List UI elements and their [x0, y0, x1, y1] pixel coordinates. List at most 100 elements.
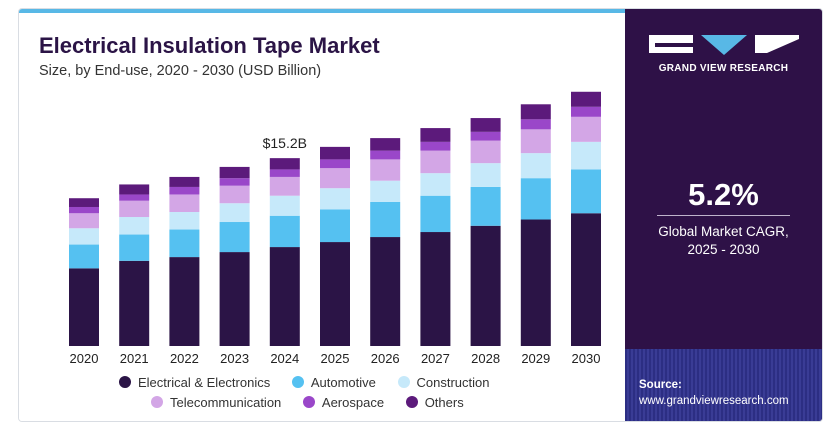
- bar-segment-2029-automotive: [520, 178, 551, 220]
- bar-segment-2028-aerospace: [470, 131, 501, 141]
- bar-segment-2023-electrical-electronics: [219, 252, 250, 346]
- bar-segment-2025-telecommunication: [320, 168, 350, 189]
- bar-segment-2023-others: [219, 166, 250, 179]
- bar-segment-2021-others: [119, 184, 150, 195]
- bar-segment-2022-telecommunication: [169, 194, 200, 212]
- legend-label: Construction: [416, 375, 490, 390]
- accent-bar: [19, 9, 625, 13]
- bar-segment-2020-construction: [69, 228, 99, 245]
- bar-segment-2023-telecommunication: [219, 185, 250, 204]
- legend-swatch: [397, 376, 410, 388]
- legend-item-telecommunication: Telecommunication: [151, 395, 281, 410]
- stacked-bar-chart: 2020 2021 2022 2023 2024 $15.2B 2025 2026 2027 20…: [69, 91, 601, 366]
- source-url: www.grandviewresearch.com: [639, 395, 789, 407]
- legend-swatch: [302, 396, 315, 408]
- bar-segment-2028-automotive: [470, 186, 501, 226]
- bar-segment-2026-construction: [370, 180, 401, 202]
- x-tick-label: 2024: [270, 351, 299, 366]
- bar-segment-2027-electrical-electronics: [420, 232, 451, 346]
- bar-segment-2030-construction: [571, 141, 601, 170]
- bar-segment-2021-aerospace: [119, 194, 150, 201]
- chart-card: Electrical Insulation Tape Market Size, …: [18, 8, 823, 422]
- chart-panel: Electrical Insulation Tape Market Size, …: [19, 13, 625, 421]
- bar-segment-2026-automotive: [370, 201, 401, 238]
- bar-segment-2030-others: [571, 91, 601, 107]
- bar-segment-2025-aerospace: [320, 159, 350, 169]
- bar-segment-2026-electrical-electronics: [370, 237, 401, 346]
- legend-label: Automotive: [310, 375, 376, 390]
- bar-segment-2030-aerospace: [571, 106, 601, 117]
- bar-segment-2030-electrical-electronics: [571, 213, 601, 346]
- bar-segment-2020-automotive: [69, 244, 99, 269]
- bar-segment-2023-automotive: [219, 222, 250, 253]
- bar-segment-2022-others: [169, 176, 200, 187]
- cagr-value: 5.2%: [688, 177, 759, 212]
- x-tick-label: 2027: [421, 351, 450, 366]
- bar-segment-2028-telecommunication: [470, 140, 501, 164]
- x-tick-label: 2030: [572, 351, 601, 366]
- bar-segment-2027-automotive: [420, 195, 451, 233]
- x-tick-label: 2022: [170, 351, 199, 366]
- bar-segment-2028-others: [470, 118, 501, 132]
- legend-swatch: [151, 396, 163, 408]
- legend-label: Electrical & Electronics: [138, 375, 271, 390]
- bar-segment-2029-construction: [520, 153, 551, 179]
- legend-swatch: [405, 396, 418, 408]
- bar-segment-2029-electrical-electronics: [520, 219, 551, 346]
- info-panel: GRAND VIEW RESEARCH 5.2% Global Market C…: [625, 9, 822, 421]
- bar-segment-2024-electrical-electronics: [269, 247, 300, 346]
- bar-segment-2024-aerospace: [269, 169, 300, 177]
- x-tick-label: 2029: [521, 351, 550, 366]
- bar-segment-2021-electrical-electronics: [119, 260, 150, 346]
- bar-segment-2024-telecommunication: [269, 176, 300, 196]
- bar-segment-2020-telecommunication: [69, 213, 99, 229]
- bar-segment-2026-telecommunication: [370, 159, 401, 181]
- bar-segment-2024-construction: [269, 195, 300, 216]
- bar-segment-2020-aerospace: [69, 206, 99, 214]
- legend-item-construction: Construction: [397, 375, 490, 390]
- bar-segment-2027-construction: [420, 173, 451, 196]
- bar-segment-2025-others: [320, 146, 350, 160]
- chart-title: Electrical Insulation Tape Market: [39, 33, 380, 58]
- bar-segment-2028-construction: [470, 163, 501, 187]
- annotation-total-label: $15.2B: [263, 135, 307, 151]
- bar-segment-2026-others: [370, 138, 401, 151]
- bar-segment-2021-telecommunication: [119, 200, 150, 218]
- bar-segment-2025-electrical-electronics: [320, 242, 350, 346]
- source-title: Source:: [639, 379, 682, 391]
- x-tick-label: 2020: [70, 351, 99, 366]
- cagr-label: Global Market CAGR, 2025 - 2030: [625, 223, 822, 259]
- legend-label: Telecommunication: [170, 395, 282, 410]
- x-tick-label: 2028: [471, 351, 500, 366]
- bar-segment-2022-construction: [169, 211, 200, 230]
- x-tick-label: 2025: [321, 351, 350, 366]
- bar-segment-2026-aerospace: [370, 150, 401, 160]
- source-band: [625, 349, 822, 421]
- bar-segment-2020-electrical-electronics: [69, 268, 99, 346]
- bar-segment-2021-construction: [119, 217, 150, 235]
- x-tick-label: 2021: [120, 351, 149, 366]
- cagr-label-line1: Global Market CAGR,: [658, 224, 789, 239]
- chart-subtitle: Size, by End-use, 2020 - 2030 (USD Billi…: [39, 63, 322, 79]
- grand-view-research-logo: [649, 35, 799, 55]
- bar-segment-2025-construction: [320, 188, 350, 210]
- bar-segment-2020-others: [69, 198, 99, 207]
- bar-segment-2022-electrical-electronics: [169, 257, 200, 346]
- bar-segment-2023-construction: [219, 203, 250, 223]
- legend-row-2: Telecommunication Aerospace Others: [151, 395, 482, 410]
- cagr-label-line2: 2025 - 2030: [687, 242, 760, 257]
- bar-segment-2022-aerospace: [169, 186, 200, 195]
- x-tick-label: 2026: [371, 351, 400, 366]
- legend-item-others: Others: [405, 395, 464, 410]
- bar-segment-2022-automotive: [169, 229, 200, 258]
- legend-item-aerospace: Aerospace: [302, 395, 385, 410]
- legend-item-automotive: Automotive: [291, 375, 376, 390]
- cagr-divider: [657, 215, 790, 216]
- bar-segment-2025-automotive: [320, 209, 350, 243]
- bar-segment-2024-automotive: [269, 215, 300, 248]
- legend-swatch: [291, 376, 304, 388]
- legend-label: Aerospace: [321, 395, 385, 410]
- bar-segment-2029-aerospace: [520, 119, 551, 130]
- bar-segment-2030-automotive: [571, 169, 601, 214]
- bar-segment-2029-others: [520, 104, 551, 120]
